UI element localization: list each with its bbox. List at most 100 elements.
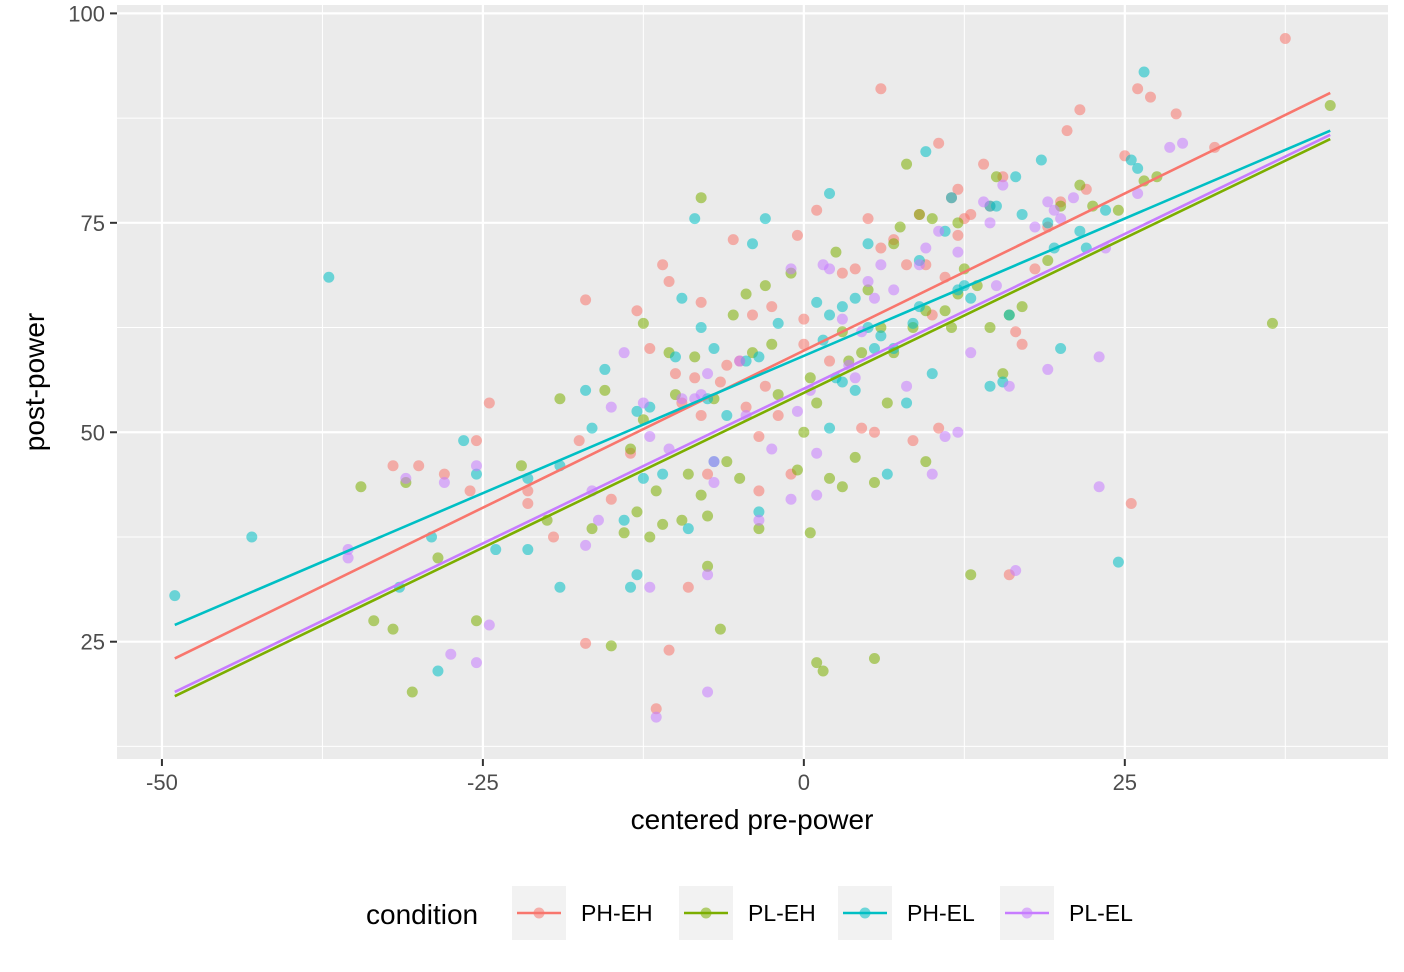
- point-pl-el: [824, 263, 836, 275]
- point-pl-el: [965, 347, 977, 359]
- point-pl-el: [984, 217, 996, 229]
- point-pl-eh: [1074, 179, 1086, 191]
- point-ph-el: [432, 665, 444, 677]
- point-ph-eh: [644, 342, 656, 354]
- point-ph-eh: [580, 637, 592, 649]
- point-pl-el: [592, 514, 604, 526]
- point-ph-eh: [695, 296, 707, 308]
- point-ph-el: [747, 238, 758, 250]
- point-pl-el: [1010, 565, 1022, 576]
- point-pl-el: [811, 447, 823, 459]
- point-ph-eh: [772, 410, 784, 422]
- legend: condition PH-EH PL-EH PH-EL PL-EL: [366, 886, 1133, 940]
- point-pl-eh: [355, 481, 367, 493]
- point-ph-el: [862, 238, 874, 250]
- legend-item-pl-eh: PL-EH: [679, 886, 816, 940]
- point-pl-el: [618, 347, 630, 359]
- point-pl-el: [580, 539, 592, 551]
- point-pl-eh: [586, 523, 598, 535]
- point-ph-el: [695, 322, 707, 334]
- point-pl-eh: [836, 481, 848, 493]
- point-ph-eh: [1074, 104, 1086, 116]
- legend-title: condition: [366, 899, 478, 930]
- point-ph-el: [753, 351, 765, 363]
- point-pl-el: [836, 313, 848, 325]
- point-pl-eh: [849, 451, 861, 463]
- point-ph-el: [1035, 154, 1047, 166]
- point-pl-el: [342, 552, 354, 564]
- point-pl-el: [644, 430, 656, 442]
- point-ph-el: [811, 296, 823, 308]
- point-ph-eh: [464, 485, 476, 497]
- point-pl-eh: [997, 368, 1009, 380]
- point-ph-el: [1125, 154, 1137, 166]
- point-ph-el: [824, 422, 836, 434]
- legend-label-pl-eh: PL-EH: [748, 900, 816, 926]
- point-pl-eh: [766, 338, 778, 350]
- point-pl-eh: [554, 393, 566, 405]
- point-ph-eh: [933, 137, 945, 149]
- point-ph-el: [721, 410, 733, 422]
- point-ph-eh: [766, 301, 778, 313]
- point-pl-el: [1042, 196, 1054, 208]
- point-ph-eh: [727, 234, 739, 246]
- point-ph-el: [631, 569, 643, 581]
- y-axis: 25 50 75 100: [68, 1, 117, 655]
- y-tick-label: 100: [68, 1, 105, 26]
- fit-line-pl-el: [174, 133, 1331, 694]
- point-pl-el: [1003, 380, 1015, 392]
- point-pl-eh: [702, 560, 714, 572]
- point-pl-eh: [952, 217, 964, 229]
- point-pl-eh: [913, 208, 925, 220]
- point-pl-eh: [945, 322, 957, 334]
- point-ph-eh: [663, 644, 675, 656]
- point-pl-eh: [862, 284, 874, 296]
- legend-label-ph-el: PH-EL: [907, 900, 975, 926]
- point-pl-el: [637, 397, 649, 409]
- point-pl-el: [702, 686, 714, 698]
- point-ph-eh: [875, 242, 887, 254]
- point-ph-eh: [740, 401, 752, 413]
- point-ph-eh: [721, 359, 733, 371]
- point-ph-el: [1055, 342, 1067, 354]
- point-pl-el: [933, 225, 945, 237]
- point-pl-eh: [791, 464, 803, 476]
- point-ph-eh: [1061, 125, 1073, 137]
- point-ph-el: [772, 317, 784, 329]
- point-pl-el: [753, 514, 765, 526]
- point-pl-el: [1177, 137, 1189, 149]
- point-ph-eh: [811, 204, 823, 216]
- point-ph-eh: [952, 229, 964, 241]
- point-ph-el: [618, 514, 630, 526]
- point-ph-eh: [548, 531, 560, 543]
- point-pl-el: [868, 292, 880, 304]
- point-pl-el: [708, 456, 720, 468]
- point-ph-eh: [387, 460, 399, 472]
- point-ph-eh: [413, 460, 425, 472]
- point-pl-eh: [734, 472, 746, 484]
- point-pl-el: [875, 259, 887, 271]
- point-pl-eh: [856, 347, 868, 359]
- point-pl-el: [888, 284, 900, 296]
- point-pl-el: [676, 393, 688, 405]
- point-pl-eh: [676, 514, 688, 526]
- fit-line-pl-eh: [174, 137, 1331, 698]
- point-ph-el: [1003, 309, 1015, 321]
- point-pl-el: [901, 380, 913, 392]
- point-ph-el: [753, 506, 765, 518]
- point-pl-eh: [387, 623, 399, 635]
- point-pl-eh: [368, 615, 380, 627]
- point-pl-el: [862, 275, 874, 287]
- point-ph-el: [682, 523, 694, 535]
- point-pl-eh: [631, 506, 643, 518]
- point-pl-eh: [811, 397, 823, 409]
- point-pl-el: [1042, 363, 1054, 375]
- point-ph-el: [965, 292, 977, 304]
- point-pl-eh: [1266, 317, 1278, 329]
- point-pl-eh: [868, 652, 880, 664]
- legend-point-ph-eh: [533, 907, 545, 919]
- plot-panel: [117, 5, 1388, 759]
- point-ph-el: [599, 363, 611, 375]
- point-ph-eh: [1125, 497, 1137, 509]
- x-axis-title: centered pre-power: [631, 804, 874, 835]
